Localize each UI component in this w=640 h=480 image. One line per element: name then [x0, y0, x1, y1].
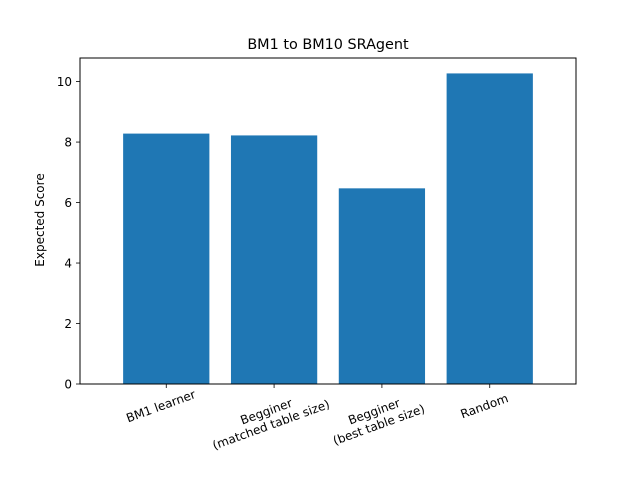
y-tick-label-3: 6	[64, 196, 72, 210]
y-tick-label-4: 8	[64, 136, 72, 150]
bar-3	[446, 73, 533, 385]
x-tick-label-line: Random	[459, 391, 510, 421]
chart-title: BM1 to BM10 SRAgent	[247, 37, 409, 53]
x-tick-label-1: Begginer(matched table size)	[206, 384, 332, 453]
bar-0	[123, 133, 210, 384]
x-tick-label-2: Begginer(best table size)	[326, 389, 426, 448]
y-axis: 0 2 4 6 8 10	[57, 75, 80, 392]
x-tick-label-line: BM1 learner	[124, 387, 197, 425]
y-tick-label-1: 2	[64, 317, 72, 331]
bar-1	[230, 135, 318, 384]
plot-frame	[79, 57, 577, 385]
bars-group	[123, 73, 533, 385]
x-tick-label-0: BM1 learner	[124, 387, 197, 425]
y-tick-label-0: 0	[64, 378, 72, 392]
y-tick-label-2: 4	[64, 257, 72, 271]
x-axis: BM1 learner Begginer(matched table size) B…	[124, 384, 510, 453]
x-tick-label-3: Random	[459, 391, 510, 421]
bar-2	[338, 188, 426, 384]
y-axis-label: Expected Score	[33, 173, 47, 266]
y-tick-label-5: 10	[57, 75, 72, 89]
